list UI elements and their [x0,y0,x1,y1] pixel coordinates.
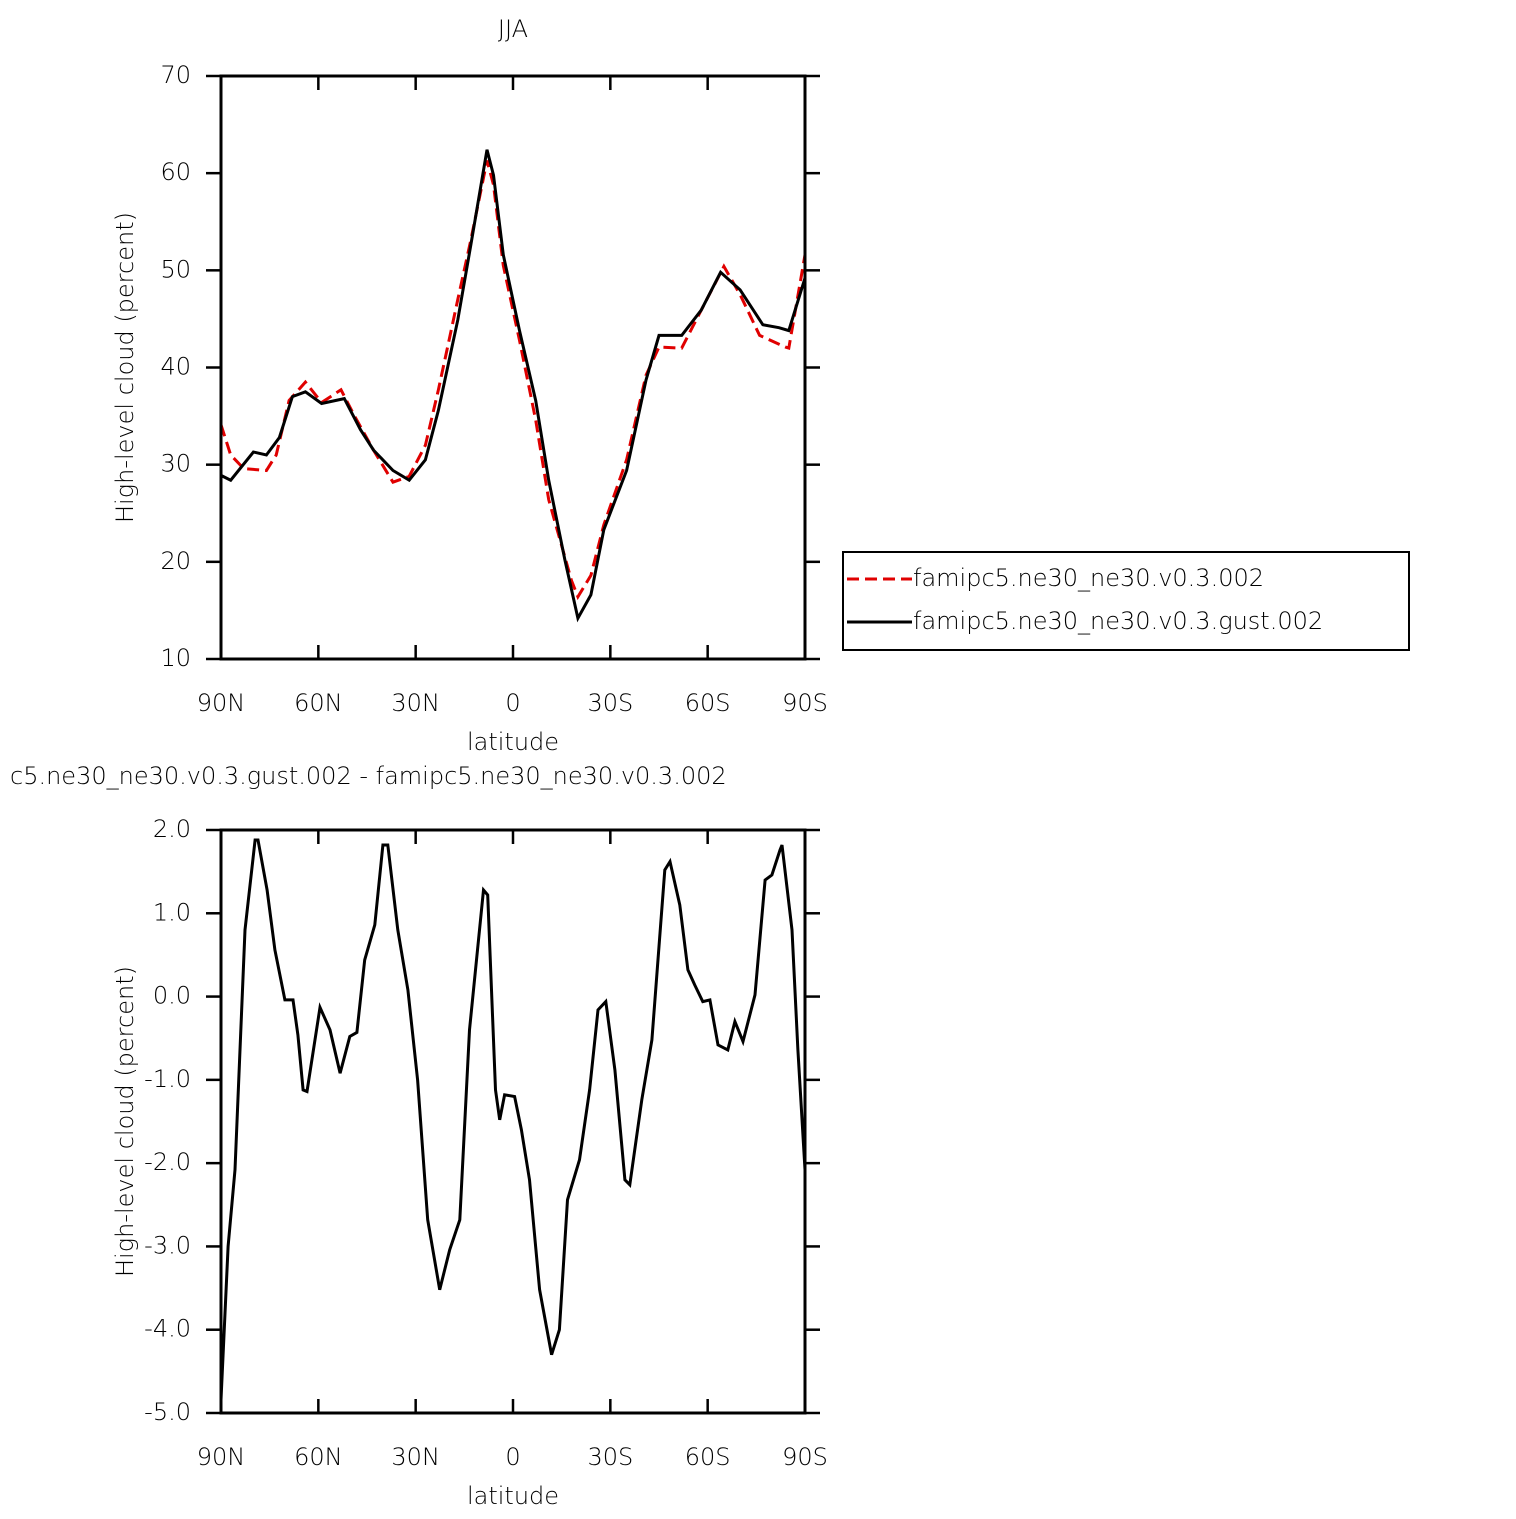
x-axis-label: latitude [467,728,559,756]
y-tick-label: -4.0 [144,1315,191,1343]
y-tick-label: 60 [160,158,191,186]
x-tick-label: 0 [505,1443,520,1471]
x-tick-label: 30S [587,689,633,717]
legend-box [842,551,1410,651]
data-line [221,160,805,601]
x-tick-label: 60N [294,689,343,717]
chart-title: c5.ne30_ne30.v0.3.gust.002 - famipc5.ne3… [10,762,727,790]
y-tick-label: -5.0 [144,1398,191,1426]
plot-frame [219,828,807,1415]
x-tick-label: 90S [782,689,828,717]
data-line [221,149,805,623]
y-axis-label: High-level cloud (percent) [111,212,139,523]
y-tick-label: 40 [160,353,191,381]
y-tick-label: -3.0 [144,1231,191,1259]
y-tick-label: 1.0 [153,898,191,926]
x-tick-label: 30N [391,689,440,717]
y-tick-label: 10 [160,644,191,672]
y-tick-label: 70 [160,61,191,89]
x-tick-label: 90N [197,689,246,717]
y-tick-label: 0.0 [153,982,191,1010]
x-tick-label: 0 [505,689,520,717]
plot-frame [219,74,807,661]
x-tick-label: 60N [294,1443,343,1471]
x-tick-label: 30N [391,1443,440,1471]
y-tick-label: 50 [160,255,191,283]
y-axis-label: High-level cloud (percent) [111,966,139,1277]
chart-title: JJA [498,15,528,43]
y-tick-label: 20 [160,547,191,575]
x-tick-label: 90S [782,1443,828,1471]
y-tick-label: -1.0 [144,1065,191,1093]
x-tick-label: 30S [587,1443,633,1471]
x-tick-label: 60S [685,689,731,717]
legend-label: famipc5.ne30_ne30.v0.3.002 [913,564,1264,592]
data-line [221,838,805,1400]
y-tick-label: -2.0 [144,1148,191,1176]
y-tick-label: 2.0 [153,815,191,843]
x-axis-label: latitude [467,1482,559,1510]
x-tick-label: 90N [197,1443,246,1471]
y-tick-label: 30 [160,450,191,478]
legend-label: famipc5.ne30_ne30.v0.3.gust.002 [913,607,1323,635]
x-tick-label: 60S [685,1443,731,1471]
